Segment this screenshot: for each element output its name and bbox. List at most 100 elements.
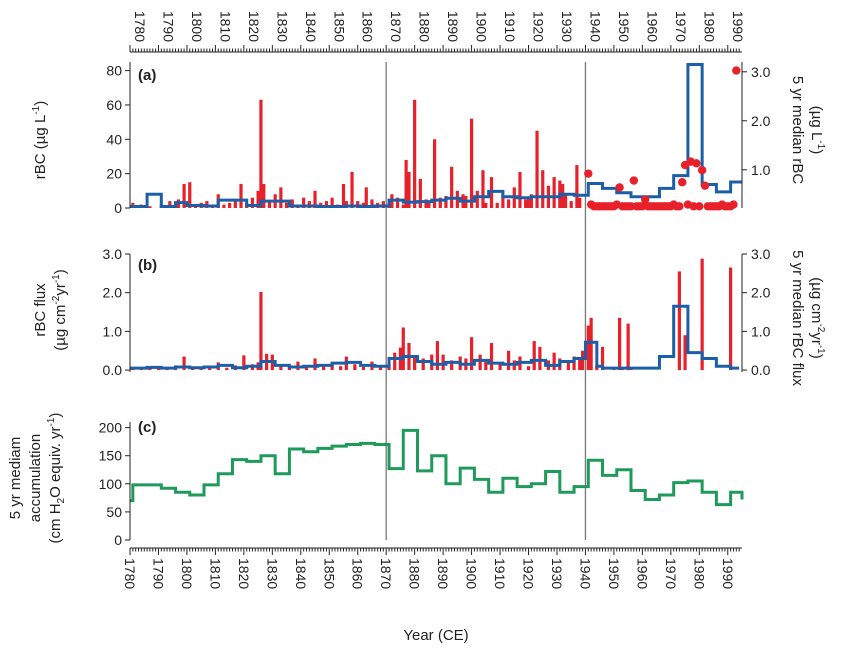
- rbc-bar: [600, 346, 605, 371]
- bottom-x-tick-label: 1980: [691, 558, 707, 589]
- rbc-bar: [432, 139, 437, 208]
- right-ytick-label: 0.0: [751, 362, 771, 378]
- rbc-bar: [575, 165, 579, 208]
- rbc-bar: [393, 352, 397, 371]
- rbc-point: [675, 202, 684, 211]
- step-line: [130, 304, 740, 370]
- left-ytick-label: 100: [99, 476, 123, 492]
- rbc-bar: [324, 201, 329, 208]
- rbc-bar: [321, 366, 326, 371]
- rbc-bar: [182, 183, 186, 208]
- rbc-bar: [729, 267, 733, 371]
- rbc-bar: [572, 356, 576, 371]
- rbc-bar: [290, 199, 294, 208]
- panel-a-axes: 0 20 40 60 80 1.0 2.0 3.0: [106, 62, 771, 216]
- rbc-bar: [330, 197, 334, 208]
- bottom-x-tick-label: 1790: [150, 558, 166, 589]
- rbc-bar: [378, 366, 383, 371]
- rbc-bar: [148, 367, 152, 371]
- panel-a-right-ylabel-line1: 5 yr median rBC: [789, 76, 806, 185]
- rbc-bar: [259, 99, 263, 208]
- top-x-tick-label: 1860: [360, 11, 376, 42]
- rbc-bar: [552, 177, 556, 208]
- bottom-x-tick-label: 1860: [350, 558, 366, 589]
- rbc-bar: [677, 271, 681, 371]
- rbc-bar: [524, 199, 528, 208]
- rbc-bar: [595, 366, 599, 371]
- panel-a-rbc-bars: [131, 99, 582, 208]
- rbc-bar: [506, 350, 511, 371]
- rbc-point: [615, 183, 624, 192]
- rbc-bar: [489, 342, 494, 371]
- rbc-bar: [541, 170, 545, 208]
- x-axes: 1780 1790 1800 1810 1820 1830 1840 1850 1860 1870…: [122, 11, 746, 590]
- rbc-bar: [438, 197, 442, 208]
- step-line: [130, 428, 744, 507]
- right-ytick-label: 1.0: [751, 323, 771, 339]
- top-x-tick-label: 1880: [417, 11, 433, 42]
- rbc-bar: [233, 199, 237, 208]
- left-ytick-label: 20: [106, 166, 122, 182]
- top-x-tick-label: 1800: [189, 11, 205, 42]
- rbc-point: [700, 181, 710, 190]
- rbc-bar: [341, 183, 346, 208]
- rbc-bar: [168, 201, 172, 208]
- rbc-bar: [404, 159, 408, 208]
- bottom-x-tick-label: 1850: [321, 558, 337, 589]
- rbc-bar: [353, 364, 357, 371]
- top-x-tick-label: 1940: [587, 11, 603, 42]
- rbc-bar: [526, 366, 531, 371]
- left-ytick-label: 0.0: [103, 362, 123, 378]
- top-x-tick-label: 1780: [132, 11, 148, 42]
- rbc-bar: [495, 202, 499, 208]
- rbc-bar: [148, 206, 152, 208]
- panel-c-left-ylabel-line1: 5 yr mediam: [7, 437, 24, 520]
- rbc-bar: [421, 358, 425, 371]
- rbc-bar: [478, 354, 482, 371]
- panel-c-axes: 0 50 100 150 200: [99, 420, 131, 548]
- rbc-bar: [566, 362, 570, 371]
- top-x-tick-label: 1790: [160, 11, 176, 42]
- top-x-tick-label: 1910: [502, 11, 518, 42]
- rbc-bar: [242, 355, 246, 371]
- rbc-point: [629, 176, 639, 185]
- rbc-bar: [239, 183, 243, 208]
- top-x-tick-label: 1820: [246, 11, 262, 42]
- rbc-bar: [302, 197, 306, 208]
- rbc-bar: [529, 194, 533, 208]
- left-ytick-label: 0: [114, 200, 122, 216]
- rbc-bar: [279, 187, 283, 208]
- bottom-x-tick-label: 1950: [606, 558, 622, 589]
- top-x-tick-label: 1870: [388, 11, 404, 42]
- rbc-bar: [339, 366, 343, 371]
- top-x-tick-label: 1850: [331, 11, 347, 42]
- left-ytick-label: 80: [106, 63, 122, 79]
- rbc-bar: [538, 346, 542, 371]
- panel-b: 0.0 1.0 2.0 3.0 0.0 1.0 2.0 3.0 (b) rBC flux (µ…: [32, 246, 826, 386]
- bottom-x-tick-label: 1960: [634, 558, 650, 589]
- rbc-bar: [284, 202, 289, 208]
- rbc-point: [697, 166, 707, 175]
- rbc-point: [692, 159, 701, 168]
- left-ytick-label: 3.0: [103, 246, 123, 262]
- rbc-bar: [413, 356, 417, 371]
- panel-a-rbc-points: [584, 66, 741, 211]
- bottom-x-tick-label: 1970: [663, 558, 679, 589]
- rbc-bar: [401, 204, 405, 208]
- rbc-bar: [259, 291, 263, 371]
- right-ytick-label: 2.0: [751, 113, 771, 129]
- rbc-bar: [526, 197, 531, 208]
- x-axis-title: Year (CE): [403, 627, 468, 644]
- rbc-bar: [535, 130, 539, 208]
- rbc-bar: [427, 202, 431, 208]
- bottom-x-tick-label: 1910: [492, 558, 508, 589]
- rbc-bar: [580, 350, 585, 371]
- rbc-bar: [407, 171, 411, 208]
- top-x-tick-label: 1960: [644, 11, 660, 42]
- rbc-bar: [364, 187, 368, 208]
- rbc-bar: [313, 358, 317, 371]
- rbc-bar: [700, 258, 704, 371]
- rbc-bar: [313, 190, 317, 208]
- rbc-point: [641, 195, 650, 204]
- rbc-bar: [435, 341, 440, 371]
